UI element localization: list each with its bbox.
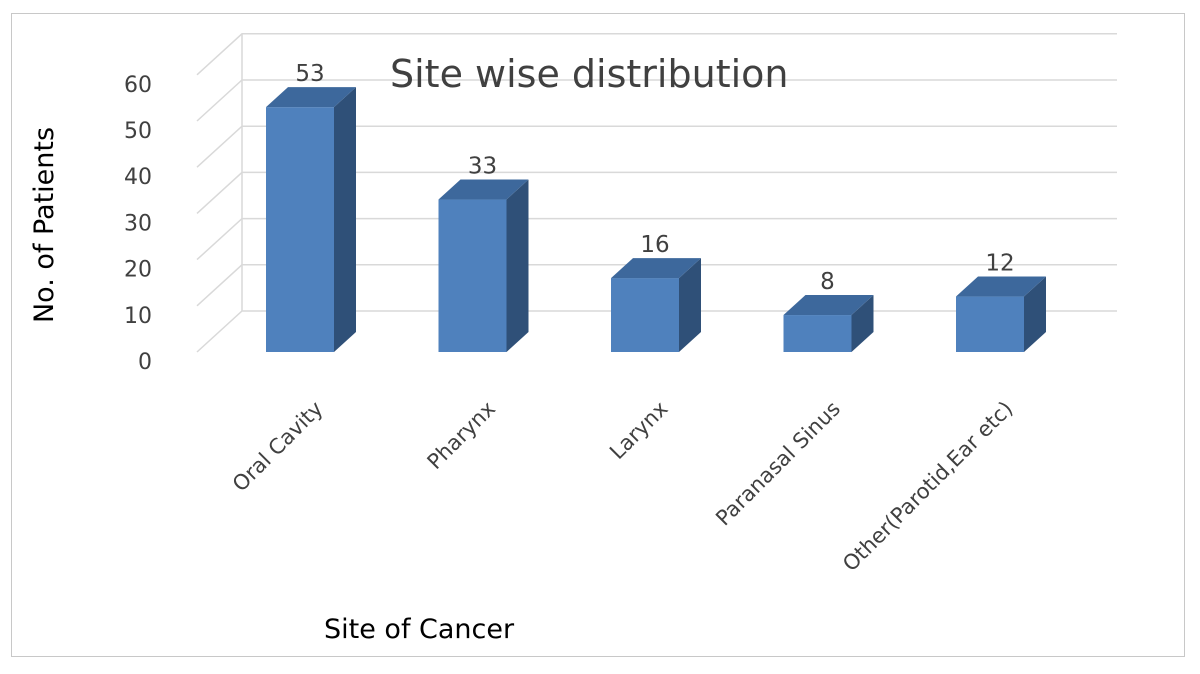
chart-title: Site wise distribution xyxy=(390,52,788,96)
data-label: 53 xyxy=(295,61,324,87)
bar-front xyxy=(611,278,679,352)
data-label: 8 xyxy=(820,269,835,295)
y-tick-label: 0 xyxy=(138,350,152,375)
y-tick-label: 40 xyxy=(124,165,152,190)
y-tick-label: 60 xyxy=(124,73,152,98)
bar-top xyxy=(438,179,529,200)
x-axis-title: Site of Cancer xyxy=(324,614,515,645)
bars xyxy=(266,87,1046,352)
bar-front xyxy=(266,107,334,352)
bar-front xyxy=(956,296,1024,352)
bar-top xyxy=(956,276,1046,297)
bar-side xyxy=(679,258,701,352)
data-label: 12 xyxy=(985,251,1014,277)
bar xyxy=(783,295,874,352)
data-label: 16 xyxy=(640,232,669,258)
x-category-label: Pharynx xyxy=(423,397,501,475)
x-category-label: Paranasal Sinus xyxy=(711,397,845,531)
y-tick-label: 50 xyxy=(124,119,152,144)
bar-top xyxy=(266,87,356,108)
bar-front xyxy=(783,315,852,352)
bar xyxy=(956,276,1046,352)
bar-front xyxy=(438,199,507,352)
y-axis-ticks: 0 10 20 30 40 50 60 xyxy=(124,73,152,375)
bar xyxy=(611,258,701,352)
bar xyxy=(266,87,356,352)
data-label: 33 xyxy=(468,154,497,180)
bar-side xyxy=(851,295,874,352)
bar-side xyxy=(506,179,529,352)
y-axis-title: No. of Patients xyxy=(29,127,60,323)
bar-side xyxy=(1024,276,1046,352)
x-category-label: Larynx xyxy=(605,397,672,464)
bar-top xyxy=(783,295,874,316)
y-tick-label: 30 xyxy=(124,211,152,236)
x-axis-categories: Oral Cavity Pharynx Larynx Paranasal SinusO… xyxy=(228,397,1018,576)
x-category-label: Oral Cavity xyxy=(228,397,328,497)
x-category-label: Other(Parotid,Ear etc) xyxy=(838,397,1017,576)
y-tick-label: 20 xyxy=(124,258,152,283)
bar-top xyxy=(611,258,701,279)
y-tick-label: 10 xyxy=(124,304,152,329)
bar-side xyxy=(334,87,356,352)
bar xyxy=(438,179,529,352)
data-labels: 53 33 16 8 12 xyxy=(295,61,1014,295)
